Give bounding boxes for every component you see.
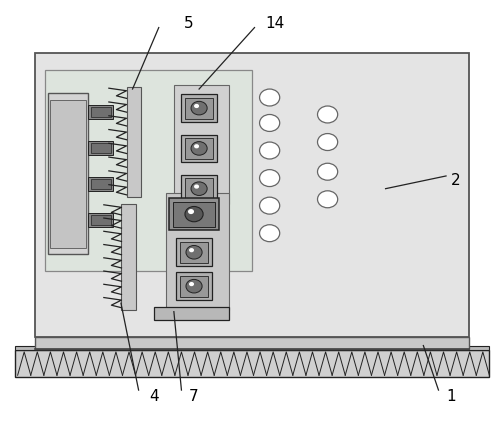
- Circle shape: [191, 101, 207, 115]
- Polygon shape: [15, 346, 489, 350]
- Circle shape: [318, 191, 338, 208]
- Polygon shape: [176, 238, 212, 266]
- Circle shape: [260, 114, 280, 131]
- Circle shape: [185, 206, 203, 222]
- Circle shape: [194, 104, 199, 108]
- Polygon shape: [48, 93, 88, 254]
- Circle shape: [189, 282, 194, 286]
- Polygon shape: [88, 141, 113, 155]
- Polygon shape: [174, 85, 229, 204]
- Polygon shape: [176, 273, 212, 300]
- Polygon shape: [180, 276, 208, 297]
- Polygon shape: [121, 204, 136, 310]
- Text: 1: 1: [446, 389, 456, 404]
- Polygon shape: [185, 98, 213, 118]
- Circle shape: [318, 163, 338, 180]
- Circle shape: [318, 134, 338, 151]
- Polygon shape: [50, 100, 86, 248]
- Circle shape: [260, 142, 280, 159]
- Polygon shape: [185, 138, 213, 159]
- Text: 5: 5: [184, 16, 194, 31]
- Polygon shape: [35, 53, 469, 337]
- Polygon shape: [166, 193, 229, 310]
- Circle shape: [260, 89, 280, 106]
- Polygon shape: [185, 179, 213, 199]
- Polygon shape: [169, 198, 219, 230]
- Polygon shape: [45, 70, 252, 271]
- Text: 4: 4: [149, 389, 159, 404]
- Circle shape: [318, 106, 338, 123]
- Circle shape: [194, 184, 199, 189]
- Circle shape: [189, 248, 194, 252]
- Polygon shape: [88, 213, 113, 227]
- Circle shape: [191, 142, 207, 155]
- Polygon shape: [127, 87, 141, 197]
- Polygon shape: [91, 179, 111, 189]
- Polygon shape: [35, 337, 469, 349]
- Text: 2: 2: [451, 173, 461, 188]
- Polygon shape: [173, 202, 215, 226]
- Circle shape: [188, 209, 194, 214]
- Polygon shape: [91, 107, 111, 117]
- Text: 7: 7: [189, 389, 199, 404]
- Polygon shape: [181, 175, 217, 203]
- Circle shape: [186, 245, 202, 259]
- Polygon shape: [91, 143, 111, 153]
- Circle shape: [260, 197, 280, 214]
- Polygon shape: [88, 105, 113, 119]
- Polygon shape: [88, 177, 113, 191]
- Polygon shape: [91, 215, 111, 225]
- Circle shape: [260, 225, 280, 242]
- Circle shape: [260, 170, 280, 187]
- Polygon shape: [181, 94, 217, 122]
- Polygon shape: [15, 350, 489, 377]
- Polygon shape: [154, 307, 229, 320]
- Circle shape: [194, 144, 199, 148]
- Text: 14: 14: [265, 16, 284, 31]
- Circle shape: [191, 182, 207, 195]
- Polygon shape: [181, 134, 217, 162]
- Circle shape: [186, 279, 202, 293]
- Polygon shape: [180, 242, 208, 262]
